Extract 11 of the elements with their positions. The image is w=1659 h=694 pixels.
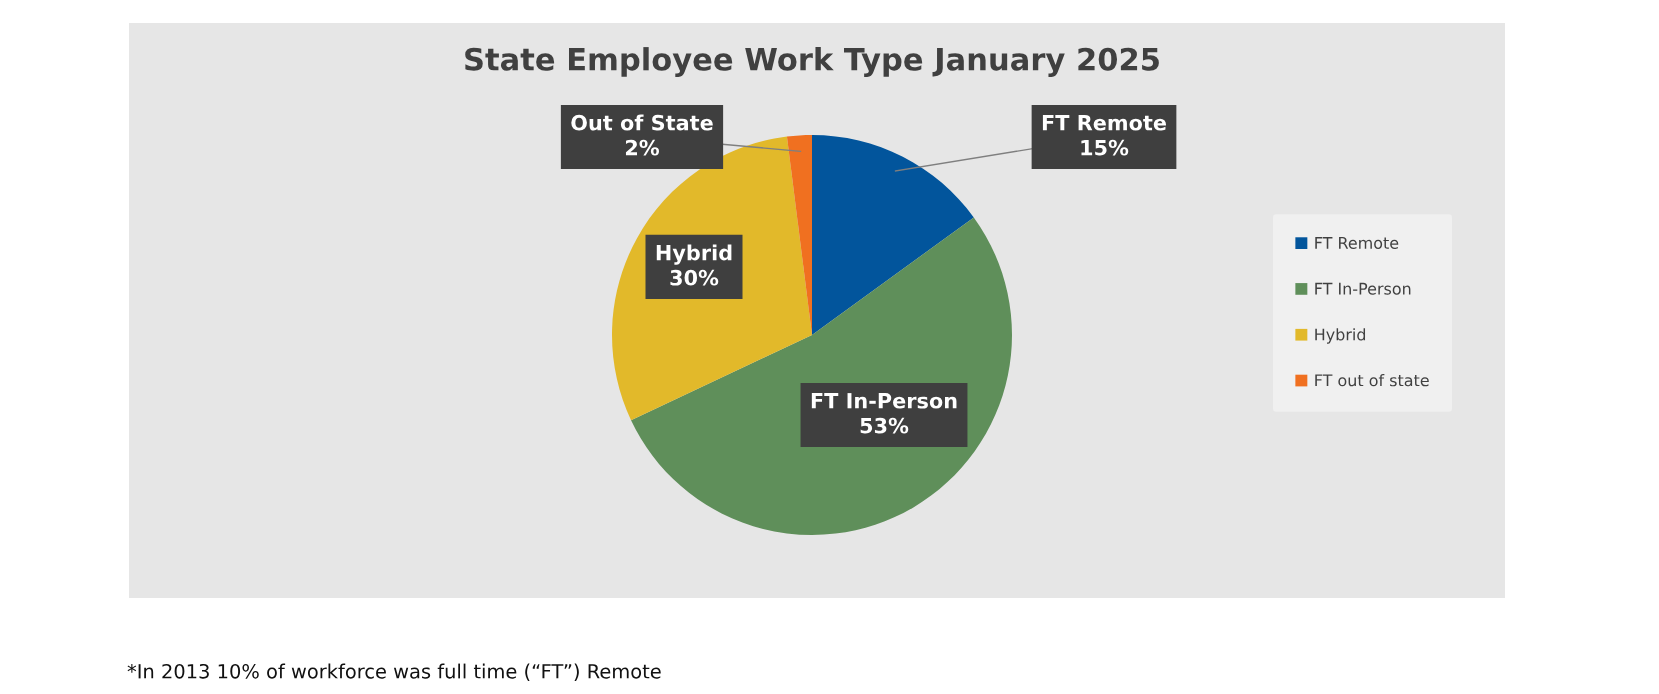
chart-title: State Employee Work Type January 2025 [465,47,1159,77]
pie-slice [812,135,974,335]
data-label: Hybrid 30% [656,244,732,286]
legend-label: FT out of state [1315,373,1429,387]
legend-label: Hybrid [1315,328,1366,344]
legend-label: FT In-Person [1315,282,1411,295]
data-label: FT Remote 15% [1042,115,1166,156]
data-label: Out of State 2% [571,114,713,156]
data-label: FT In-Person 53% [811,393,957,434]
text: *In 2013 10% of workforce was full time (“FT”) Remote [127,663,661,681]
legend-label: FT Remote [1315,237,1399,249]
